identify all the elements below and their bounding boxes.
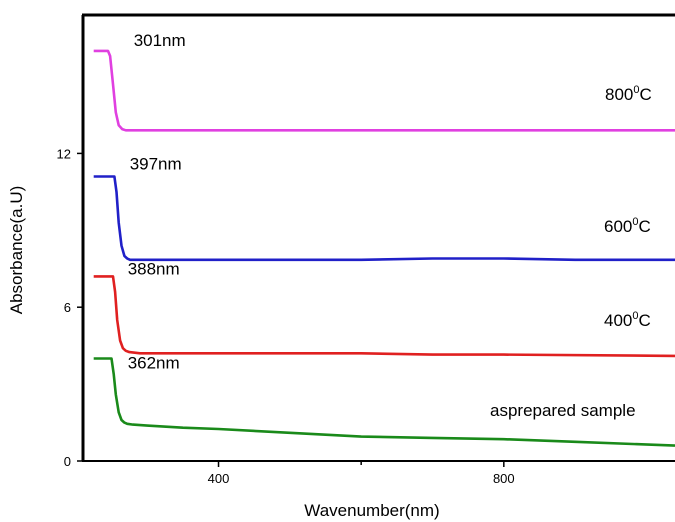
series-line-2: [93, 275, 675, 358]
y-tick-label: 0: [64, 454, 71, 469]
series-label-sup: 0: [632, 310, 638, 322]
series-line-3: [93, 357, 675, 447]
y-tick-label: 12: [57, 146, 71, 161]
series-label-unit: C: [639, 311, 651, 330]
peak-annotation: 301nm: [134, 31, 186, 50]
series-label-unit: C: [639, 217, 651, 236]
series-label-sup: 0: [633, 84, 639, 96]
ticks: 400 800 0 6 12: [57, 146, 515, 486]
x-axis-title: Wavenumber(nm): [304, 501, 439, 520]
peak-annotation: 362nm: [128, 353, 180, 372]
series-label-sup: 0: [632, 216, 638, 228]
series-label-base: 800: [605, 85, 633, 104]
series-label: 8000C: [605, 84, 652, 104]
series-label: 4000C: [604, 310, 651, 330]
labels: 301nm397nm388nm362nm8000C6000C4000Caspre…: [128, 31, 652, 420]
series-label-base: 600: [604, 217, 632, 236]
series-line-1: [93, 175, 675, 262]
series-label: asprepared sample: [490, 401, 636, 420]
peak-annotation: 397nm: [130, 154, 182, 173]
series-group: [93, 49, 675, 447]
y-axis-title: Absorbance(a.U): [7, 186, 26, 315]
y-tick-label: 6: [64, 300, 71, 315]
x-tick-label: 400: [208, 471, 230, 486]
peak-annotation: 388nm: [128, 259, 180, 278]
series-label: 6000C: [604, 216, 651, 236]
x-tick-label: 800: [493, 471, 515, 486]
series-line-0: [93, 49, 675, 132]
series-label-unit: C: [640, 85, 652, 104]
axes: [81, 13, 675, 462]
series-label-base: 400: [604, 311, 632, 330]
